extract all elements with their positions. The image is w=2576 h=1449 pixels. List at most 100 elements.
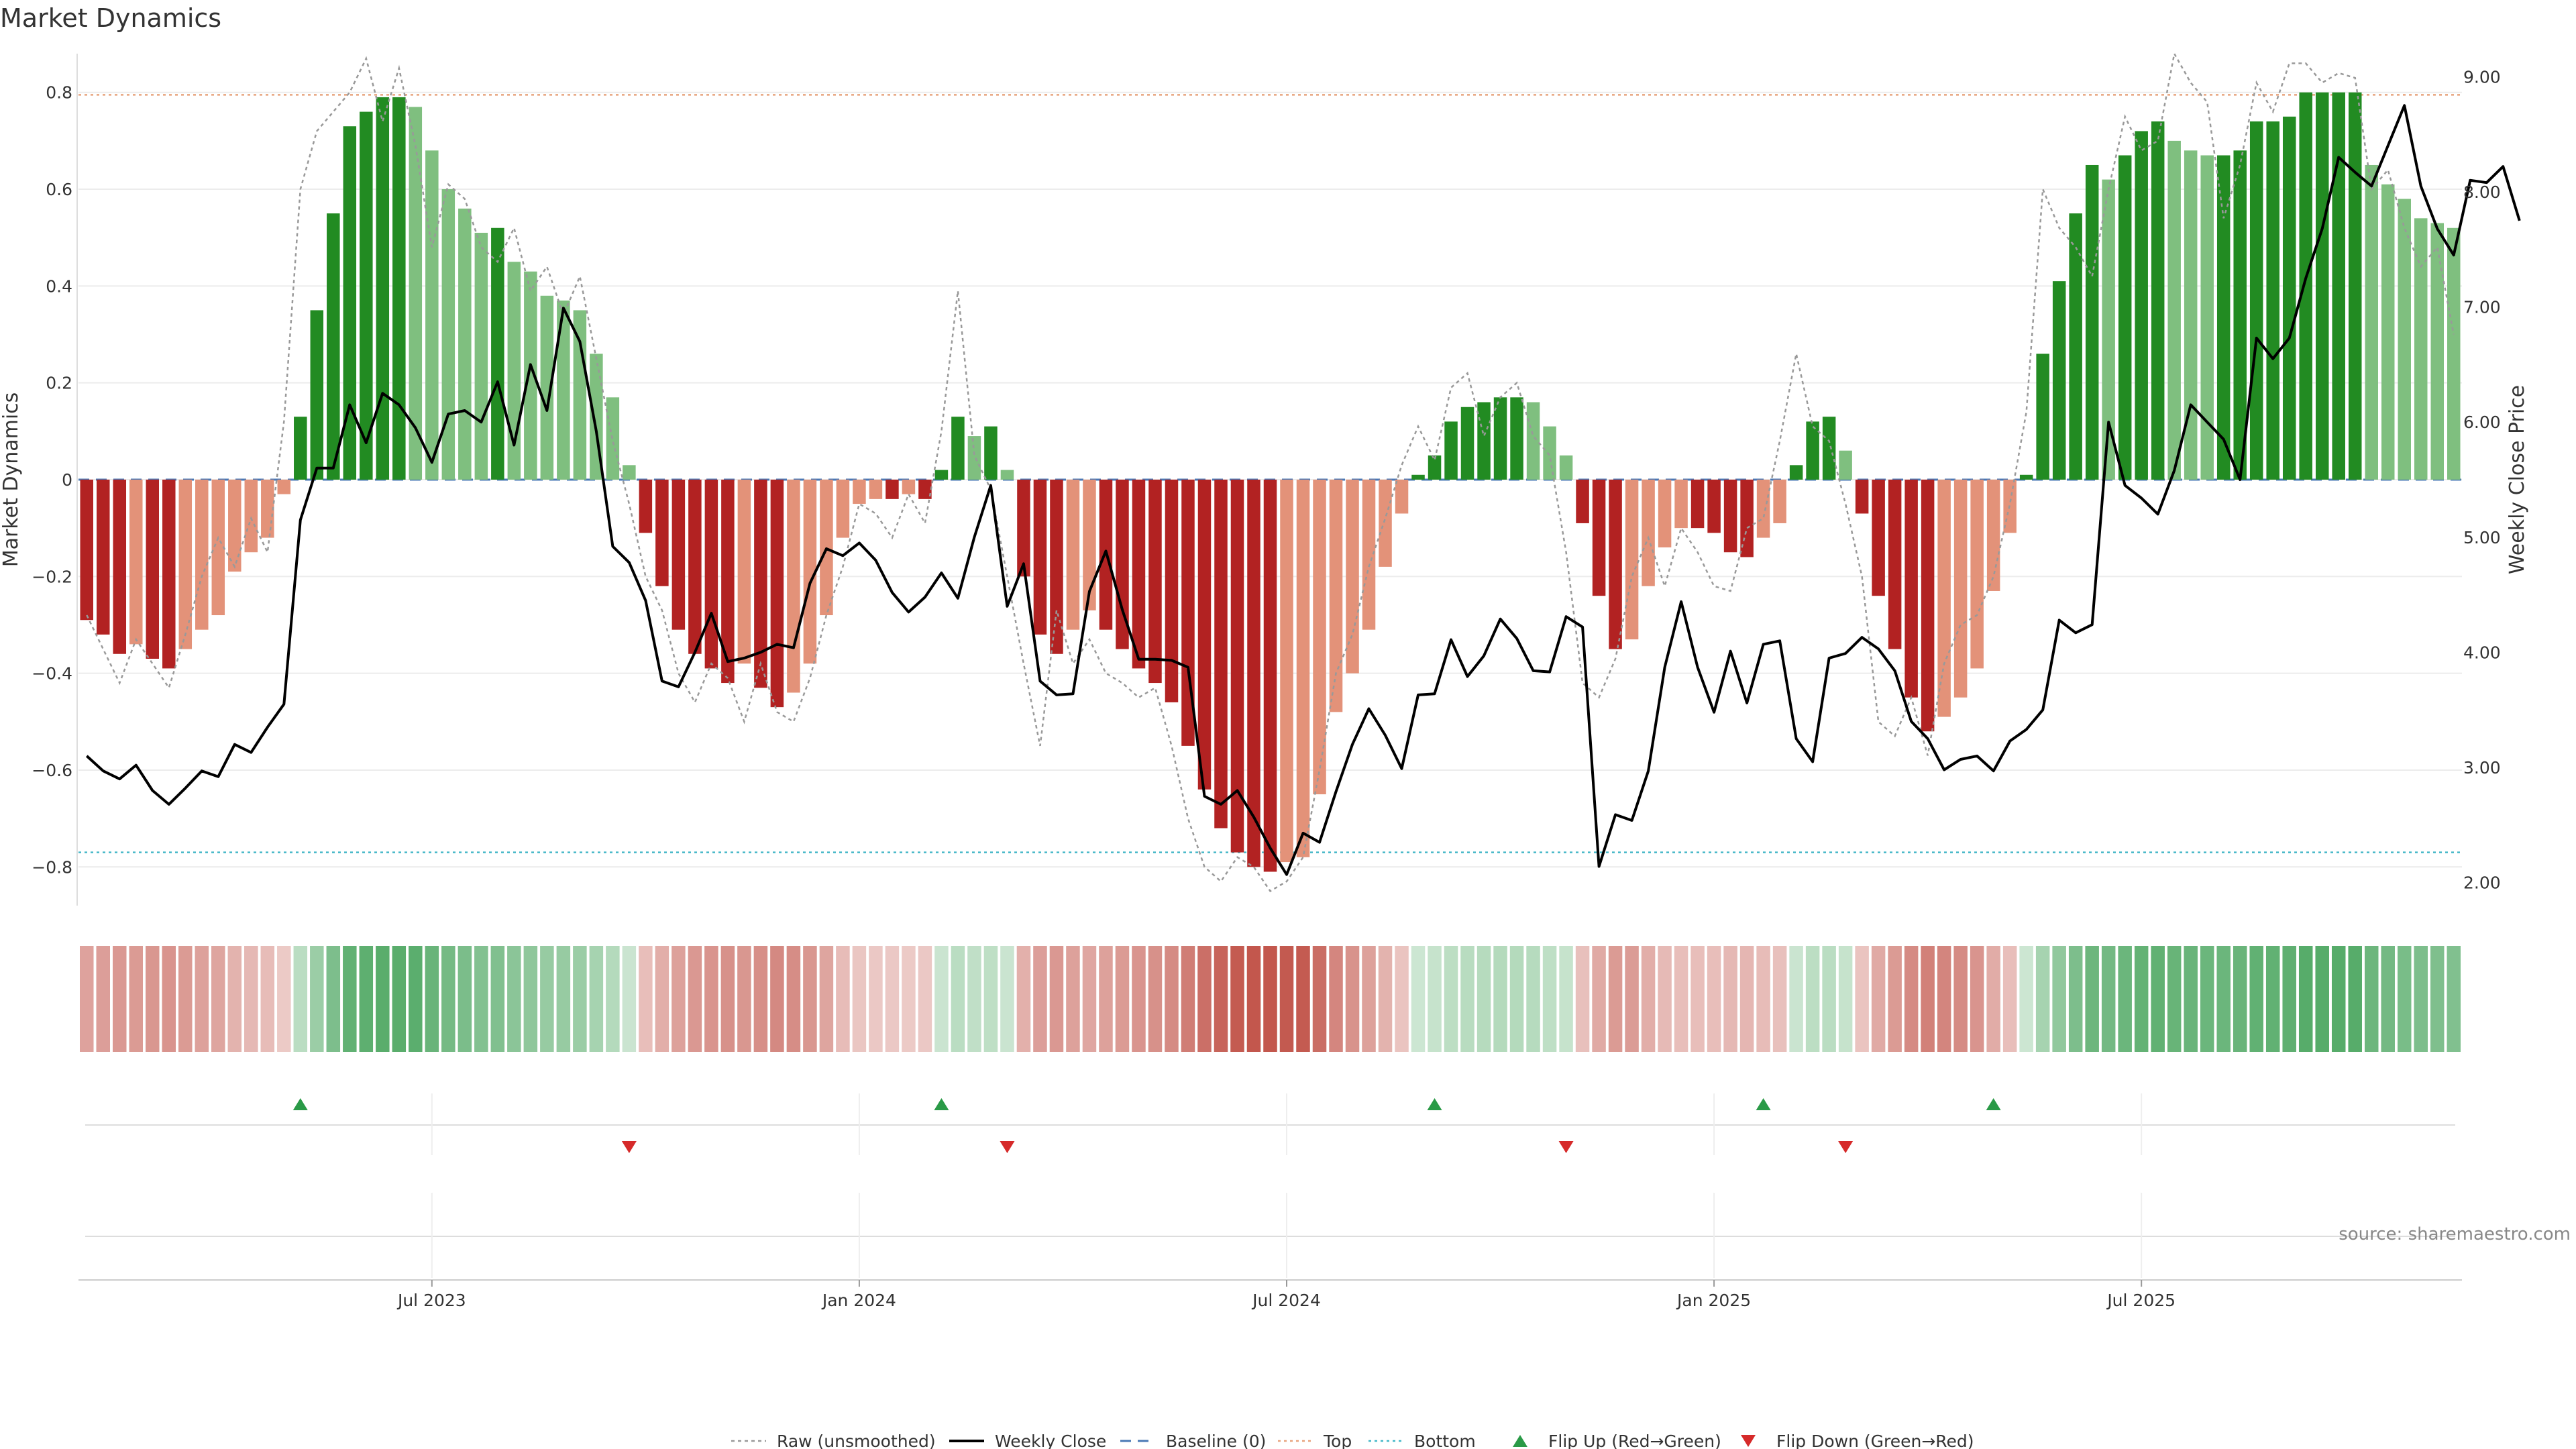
market-dynamics-bar bbox=[655, 480, 669, 586]
market-dynamics-bar bbox=[376, 97, 390, 480]
market-dynamics-bar bbox=[195, 480, 209, 630]
strip-cell bbox=[277, 946, 291, 1052]
market-dynamics-bar bbox=[1230, 480, 1244, 853]
legend-item: Raw (unsmoothed) bbox=[731, 1432, 936, 1449]
strip-cell bbox=[359, 946, 374, 1052]
strip-cell bbox=[376, 946, 390, 1052]
strip-cell bbox=[1707, 946, 1721, 1052]
strip-cell bbox=[1756, 946, 1770, 1052]
strip-cell bbox=[1312, 946, 1327, 1052]
left-axis-title: Market Dynamics bbox=[0, 392, 23, 568]
market-dynamics-bar bbox=[178, 480, 193, 649]
strip-cell bbox=[1822, 946, 1836, 1052]
strip-cell bbox=[2447, 946, 2461, 1052]
flip-up-marker bbox=[1756, 1098, 1771, 1110]
strip-cell bbox=[2019, 946, 2033, 1052]
strip-cell bbox=[737, 946, 751, 1052]
strip-cell bbox=[2068, 946, 2083, 1052]
strip-cell bbox=[1641, 946, 1656, 1052]
market-dynamics-bar bbox=[507, 262, 521, 480]
market-dynamics-bar bbox=[1033, 480, 1047, 635]
market-dynamics-bar bbox=[1181, 480, 1195, 746]
flip-up-marker bbox=[1427, 1098, 1442, 1110]
market-dynamics-bar bbox=[1855, 480, 1869, 514]
strip-cell bbox=[1033, 946, 1047, 1052]
market-dynamics-bar bbox=[261, 480, 274, 538]
strip-cell bbox=[1246, 946, 1261, 1052]
x-tick-label: Jan 2025 bbox=[1676, 1291, 1751, 1310]
market-dynamics-bar bbox=[1379, 480, 1392, 567]
raw-unsmoothed-line bbox=[86, 51, 2455, 893]
legend-label: Baseline (0) bbox=[1166, 1432, 1266, 1449]
market-dynamics-bar bbox=[787, 480, 800, 693]
market-dynamics-bar bbox=[474, 232, 488, 480]
market-dynamics-bar bbox=[97, 480, 110, 635]
strip-cell bbox=[1838, 946, 1853, 1052]
strip-cell bbox=[2002, 946, 2017, 1052]
strip-cell bbox=[490, 946, 505, 1052]
market-dynamics-bar bbox=[1263, 480, 1277, 872]
market-dynamics-bar bbox=[1214, 480, 1228, 828]
strip-cell bbox=[1575, 946, 1590, 1052]
strip-cell bbox=[1132, 946, 1146, 1052]
strip-cell bbox=[458, 946, 472, 1052]
strip-cell bbox=[2085, 946, 2099, 1052]
strip-cell bbox=[918, 946, 932, 1052]
market-dynamics-bar bbox=[1017, 480, 1030, 577]
strip-cell bbox=[1428, 946, 1442, 1052]
legend-item: Flip Up (Red→Green) bbox=[1513, 1432, 1721, 1449]
legend-label: Flip Down (Green→Red) bbox=[1776, 1432, 1974, 1449]
market-dynamics-bar bbox=[951, 417, 965, 480]
strip-cell bbox=[2151, 946, 2165, 1052]
strip-cell bbox=[1953, 946, 1968, 1052]
strip-cell bbox=[852, 946, 867, 1052]
strip-cell bbox=[1230, 946, 1244, 1052]
market-dynamics-bar bbox=[1543, 426, 1556, 480]
strip-cell bbox=[934, 946, 949, 1052]
strip-cell bbox=[1904, 946, 1919, 1052]
left-tick-label: −0.8 bbox=[32, 857, 72, 877]
market-dynamics-bar bbox=[1346, 480, 1359, 674]
flip-up-marker bbox=[934, 1098, 949, 1110]
strip-cell bbox=[1888, 946, 1902, 1052]
right-tick-label: 3.00 bbox=[2463, 758, 2501, 777]
strip-cell bbox=[523, 946, 538, 1052]
market-dynamics-bar bbox=[2282, 116, 2296, 480]
strip-cell bbox=[1165, 946, 1179, 1052]
market-dynamics-bar bbox=[2184, 150, 2198, 480]
right-axis-title: Weekly Close Price bbox=[2506, 385, 2529, 574]
strip-cell bbox=[326, 946, 341, 1052]
strip-cell bbox=[1296, 946, 1310, 1052]
market-dynamics-bar bbox=[2019, 474, 2033, 480]
strip-cell bbox=[1690, 946, 1705, 1052]
series-lines bbox=[85, 51, 2521, 893]
market-dynamics-bar bbox=[934, 470, 949, 480]
market-dynamics-bar bbox=[2102, 179, 2115, 480]
right-tick-label: 6.00 bbox=[2463, 413, 2501, 432]
market-dynamics-bar bbox=[228, 480, 241, 572]
market-dynamics-bar bbox=[310, 310, 324, 480]
market-dynamics-bar bbox=[1839, 450, 1852, 480]
market-dynamics-bar bbox=[2430, 223, 2444, 480]
legend-item: Baseline (0) bbox=[1120, 1432, 1266, 1449]
strip-cell bbox=[672, 946, 686, 1052]
strip-cell bbox=[1739, 946, 1754, 1052]
left-axis: 0.8 0.6 0.4 0.2 0 −0.2 −0.4 −0.6 −0.8 bbox=[32, 83, 72, 877]
market-dynamics-bar bbox=[1658, 480, 1672, 548]
strip-cell bbox=[688, 946, 702, 1052]
market-dynamics-bar bbox=[1822, 417, 1836, 480]
weekly-close-line bbox=[85, 104, 2521, 876]
x-tick-label: Jul 2024 bbox=[1251, 1291, 1321, 1310]
strip-cell bbox=[639, 946, 653, 1052]
strip-cell bbox=[293, 946, 308, 1052]
strip-cell bbox=[704, 946, 718, 1052]
market-dynamics-bar bbox=[1690, 480, 1705, 529]
flip-down-marker bbox=[1558, 1141, 1574, 1153]
market-dynamics-bar bbox=[441, 189, 455, 480]
strip-cell bbox=[1279, 946, 1294, 1052]
market-dynamics-bar bbox=[540, 295, 554, 480]
market-dynamics-bar bbox=[1526, 402, 1540, 480]
strip-cell bbox=[1674, 946, 1688, 1052]
strip-cell bbox=[573, 946, 587, 1052]
strip-cell bbox=[1723, 946, 1737, 1052]
